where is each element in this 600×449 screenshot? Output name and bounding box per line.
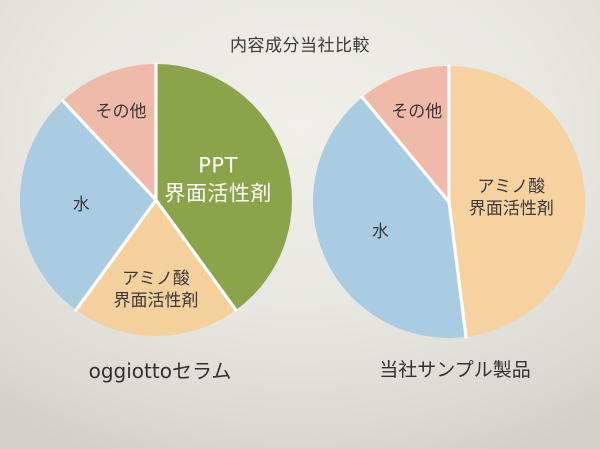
slice-divider [61, 99, 158, 202]
chart-caption: oggiottoセラム [88, 359, 232, 383]
pie-slice-1 [449, 66, 586, 337]
slice-divider [360, 95, 451, 204]
pie-slice-3 [362, 66, 449, 202]
pie-slice-3 [19, 100, 156, 311]
pie-slice-2 [76, 200, 236, 337]
pie-slice-4 [62, 64, 156, 200]
pie-slice-1 [156, 64, 293, 311]
slice-divider [154, 198, 238, 312]
slice-label-other: その他 [95, 101, 147, 122]
slice-divider [447, 200, 468, 339]
pie-slices [312, 66, 586, 339]
slice-label-ppt-surfactant: PPT 界面活性剤 [164, 153, 272, 206]
slice-label-water: 水 [371, 221, 389, 242]
slice-label-amino-acid-surfactant: アミノ酸 界面活性剤 [113, 268, 199, 311]
chart-caption: 当社サンプル製品 [379, 359, 531, 381]
pie-chart-svg [19, 62, 293, 337]
pie-slices [19, 64, 293, 337]
slice-label-other: その他 [391, 102, 443, 123]
pie-chart-oggiotto-serum: PPT 界面活性剤 アミノ酸 界面活性剤 水 その他 oggiottoセラム [19, 62, 293, 383]
pie-chart-company-sample: アミノ酸 界面活性剤 水 その他 当社サンプル製品 [300, 0, 600, 449]
pie-dividers [360, 64, 468, 339]
pie-chart-svg [312, 64, 586, 339]
slice-label-amino-acid-surfactant: アミノ酸 界面活性剤 [468, 177, 554, 220]
slice-label-water: 水 [72, 194, 90, 215]
pie-dividers [61, 62, 238, 312]
figure-title: 内容成分当社比較 [230, 36, 370, 56]
pie-slice-2 [312, 97, 467, 339]
slice-divider [74, 198, 158, 312]
